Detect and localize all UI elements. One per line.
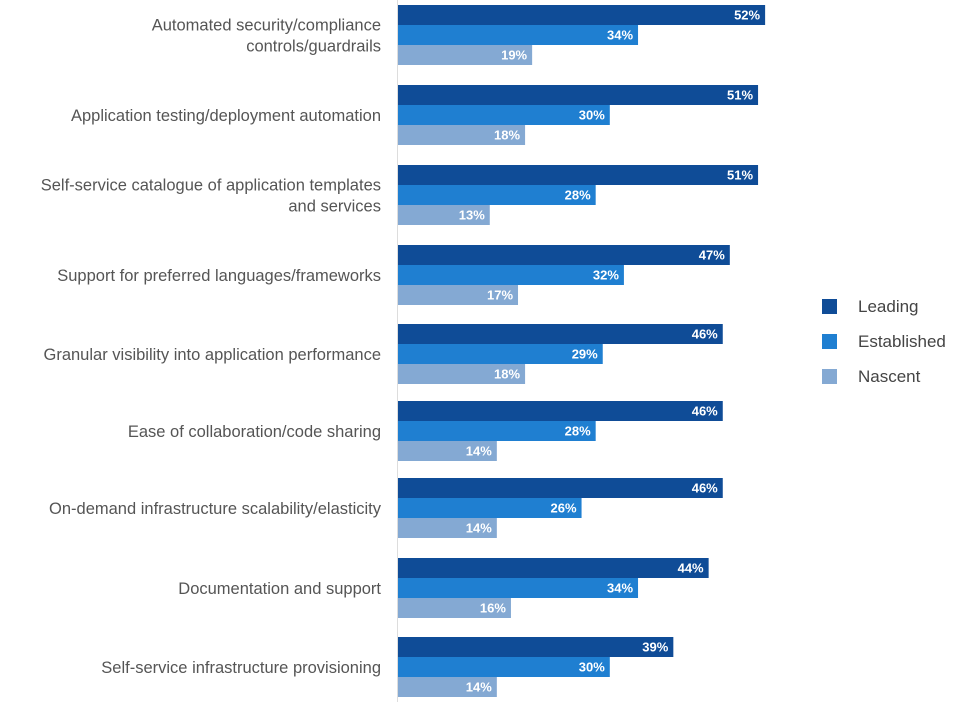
value-label: 18% [494,367,520,382]
value-label: 17% [487,288,513,303]
bar-established-6 [398,498,582,518]
value-label: 52% [734,8,760,23]
category-label: Ease of collaboration/code sharing [128,423,381,441]
value-label: 29% [572,347,598,362]
legend-label-nascent: Nascent [858,367,921,386]
value-label: 46% [692,327,718,342]
bar-leading-2 [398,165,759,185]
bar-leading-1 [398,85,759,105]
bar-established-5 [398,421,596,441]
value-label: 34% [607,28,633,43]
value-label: 26% [551,501,577,516]
bar-established-1 [398,105,610,125]
bar-nascent-3 [398,285,519,305]
value-label: 32% [593,268,619,283]
value-label: 30% [579,660,605,675]
bar-established-4 [398,344,603,364]
category-labels: Automated security/compliance controls/gu… [41,17,382,678]
value-label: 39% [642,640,668,655]
bar-nascent-7 [398,598,511,618]
legend-swatch-established [822,334,837,349]
value-label: 30% [579,108,605,123]
category-label: Granular visibility into application per… [44,346,382,364]
value-label: 51% [727,168,753,183]
legend-swatch-leading [822,299,837,314]
category-label: Application testing/deployment automatio… [71,107,381,125]
value-label: 14% [466,521,492,536]
category-label: and services [288,198,381,216]
category-label: Automated security/compliance [152,17,381,35]
bar-leading-7 [398,558,709,578]
value-label: 18% [494,128,520,143]
bar-established-2 [398,185,596,205]
bar-established-8 [398,657,610,677]
value-label: 28% [565,188,591,203]
legend-label-established: Established [858,332,946,351]
bar-leading-8 [398,637,674,657]
bar-nascent-1 [398,125,526,145]
legend-swatch-nascent [822,369,837,384]
value-label: 19% [501,48,527,63]
bar-nascent-5 [398,441,497,461]
bar-leading-3 [398,245,730,265]
bar-leading-0 [398,5,766,25]
value-label: 46% [692,404,718,419]
category-label: On-demand infrastructure scalability/ela… [49,500,382,518]
legend-label-leading: Leading [858,297,919,316]
bar-leading-4 [398,324,723,344]
bar-established-3 [398,265,624,285]
bar-nascent-6 [398,518,497,538]
bar-nascent-0 [398,45,533,65]
value-label: 47% [699,248,725,263]
category-label: Documentation and support [178,580,381,598]
category-label: controls/guardrails [246,38,381,56]
category-label: Self-service infrastructure provisioning [101,659,381,677]
value-label: 16% [480,601,506,616]
value-label: 46% [692,481,718,496]
value-label: 34% [607,581,633,596]
bar-nascent-4 [398,364,526,384]
value-label: 28% [565,424,591,439]
bar-leading-5 [398,401,723,421]
value-label: 44% [678,561,704,576]
value-label: 14% [466,680,492,695]
value-label: 14% [466,444,492,459]
bar-established-7 [398,578,639,598]
bar-nascent-2 [398,205,490,225]
bars-group: 52% 34% 19% 51% 30% 18% 51% 28% 13% 47% 32% 17% 46% 2… [398,5,766,697]
bar-established-0 [398,25,639,45]
value-label: 51% [727,88,753,103]
bar-nascent-8 [398,677,497,697]
category-label: Support for preferred languages/framewor… [57,267,381,285]
value-label: 13% [459,208,485,223]
bar-leading-6 [398,478,723,498]
category-label: Self-service catalogue of application te… [41,177,381,195]
legend: Leading Established Nascent [822,297,946,386]
